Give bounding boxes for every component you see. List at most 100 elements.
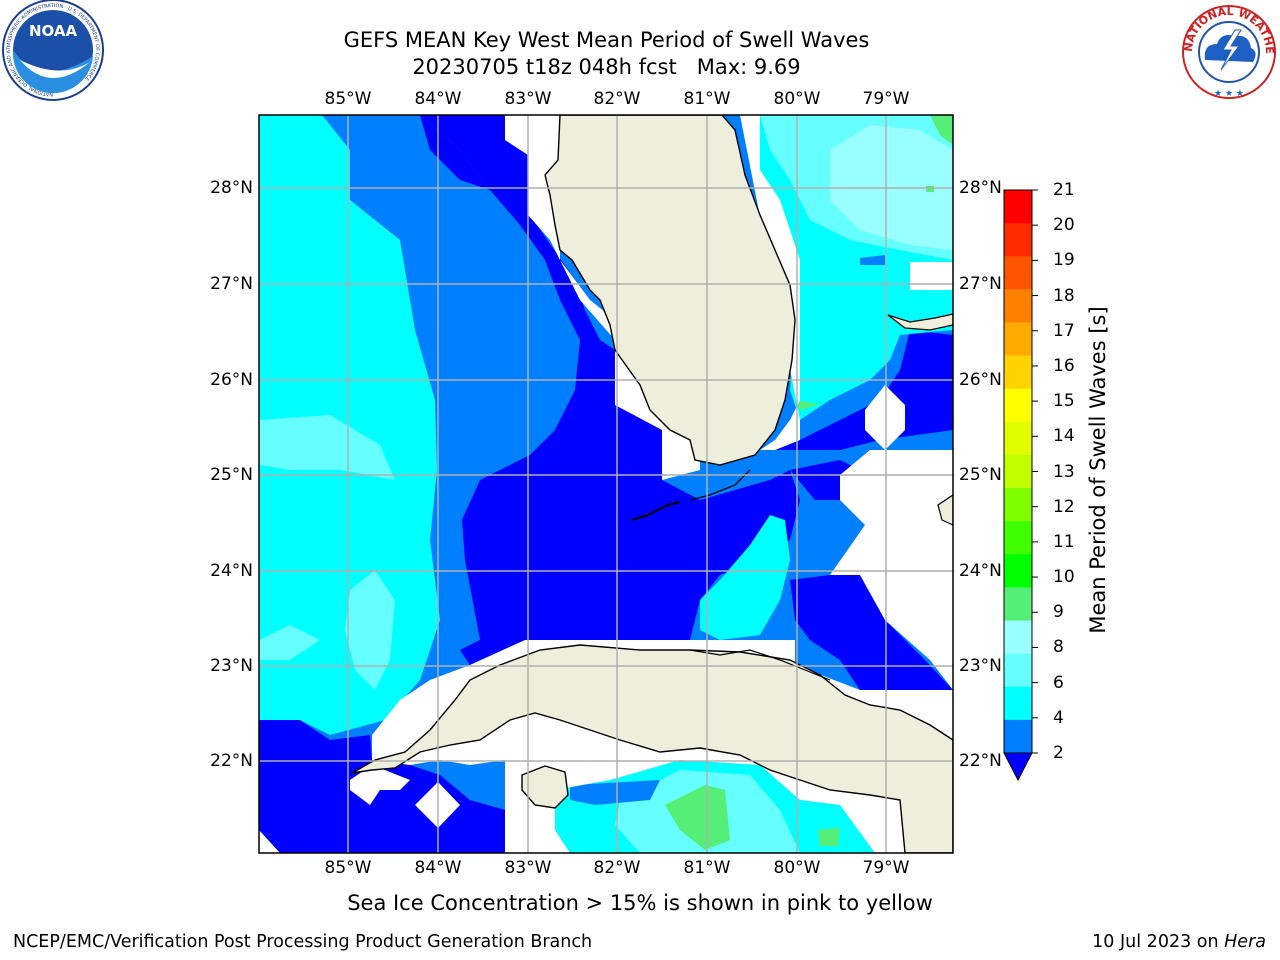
- lat-label-left: 26°N: [210, 370, 253, 390]
- map-frame: [258, 114, 954, 854]
- colorbar-segment: [1004, 653, 1032, 688]
- band-6-8-straits: [700, 515, 790, 640]
- mask-sw-corner: [259, 830, 280, 853]
- colorbar-segment: [1004, 719, 1032, 754]
- sea-ice-note: Sea Ice Concentration > 15% is shown in …: [347, 891, 933, 915]
- colorbar-tick-label: 13: [1053, 461, 1075, 482]
- land-andros: [937, 494, 953, 526]
- band-10-11-ne: [930, 115, 953, 145]
- colorbar-tick-label: 21: [1053, 180, 1075, 200]
- lat-label-left: 25°N: [210, 465, 253, 485]
- lon-label-top: 83°W: [504, 89, 552, 109]
- mask-bahamas-a: [865, 385, 905, 450]
- lat-label-right: 23°N: [959, 656, 1002, 676]
- colorbar-tick-label: 19: [1053, 250, 1075, 271]
- colorbar-tick-label: 12: [1053, 496, 1075, 517]
- colorbar-segment: [1004, 223, 1032, 257]
- florida-keys: [689, 469, 751, 501]
- lat-label-left: 27°N: [210, 274, 253, 294]
- lon-label-top: 82°W: [593, 89, 641, 109]
- lat-label-left: 23°N: [210, 656, 253, 676]
- noaa-logo-text: NOAA: [29, 22, 78, 40]
- chart-title: GEFS MEAN Key West Mean Period of Swell …: [343, 28, 870, 52]
- colorbar-tick-label: 16: [1053, 355, 1075, 376]
- lat-label-right: 25°N: [959, 465, 1002, 485]
- colorbar-segment: [1004, 488, 1032, 522]
- mask-bahamas-c: [830, 450, 953, 690]
- lon-label-bottom: 83°W: [504, 858, 552, 878]
- colorbar-label: Mean Period of Swell Waves [s]: [1086, 306, 1110, 634]
- colorbar-tick-label: 18: [1053, 285, 1075, 306]
- land-cuba: [351, 644, 953, 853]
- lon-label-top: 81°W: [683, 89, 731, 109]
- colorbar-tick-label: 17: [1053, 320, 1075, 341]
- colorbar-segment: [1004, 686, 1032, 721]
- cuba-cays: [689, 649, 831, 681]
- lat-label-right: 28°N: [959, 178, 1002, 198]
- dry-tortugas: [631, 501, 681, 521]
- map-gridlines: [259, 115, 953, 853]
- chart-subtitle: 20230705 t18z 048h fcst Max: 9.69: [412, 55, 801, 79]
- footer-date: 10 Jul 2023 on Hera: [1092, 932, 1266, 952]
- noaa-logo: NOAA NATIONAL OCEANIC AND ATMOSPHERIC AD…: [2, 0, 104, 101]
- colorbar-segment: [1004, 289, 1032, 323]
- lon-label-bottom: 79°W: [862, 858, 910, 878]
- lat-label-right: 26°N: [959, 370, 1002, 390]
- colorbar-tick-label: 11: [1053, 531, 1075, 552]
- colorbar-tick-label: 2: [1053, 743, 1064, 763]
- band-10-11-dot: [926, 186, 934, 192]
- colorbar-tick-label: 4: [1053, 707, 1064, 728]
- band-2-4-central: [420, 115, 800, 665]
- lat-label-left: 22°N: [210, 751, 253, 771]
- band-8-9-west-b: [345, 570, 395, 690]
- colorbar-segment: [1004, 620, 1032, 655]
- band-4-6-pocket: [860, 255, 885, 265]
- lat-label-left: 24°N: [210, 561, 253, 581]
- lon-label-bottom: 84°W: [414, 858, 462, 878]
- lon-label-bottom: 81°W: [683, 858, 731, 878]
- nws-stars: ★ ★ ★: [1214, 89, 1244, 99]
- colorbar-tick-label: 8: [1053, 637, 1064, 658]
- lon-label-top: 80°W: [773, 89, 821, 109]
- band-10-11-south-b: [818, 828, 840, 846]
- colorbar-tick-label: 6: [1053, 672, 1064, 693]
- lon-label-bottom: 85°W: [324, 858, 372, 878]
- band-6-8-west: [259, 115, 440, 735]
- colorbar-tick-label: 20: [1053, 215, 1075, 236]
- lon-label-bottom: 80°W: [773, 858, 821, 878]
- lon-label-top: 85°W: [324, 89, 372, 109]
- lat-label-right: 22°N: [959, 751, 1002, 771]
- colorbar-segment: [1004, 322, 1032, 357]
- colorbar-segment: [1004, 587, 1032, 622]
- band-10-11-straits: [795, 400, 820, 410]
- colorbar-tick-label: 9: [1053, 602, 1064, 623]
- colorbar-tick-label: 10: [1053, 567, 1075, 588]
- lon-label-top: 84°W: [414, 89, 462, 109]
- nws-logo: NATIONAL WEATHER SERVICE ★ ★ ★: [1177, 0, 1276, 99]
- band-10-11-south: [665, 785, 730, 850]
- lat-label-right: 27°N: [959, 274, 1002, 294]
- band-8-9-west-a: [259, 415, 395, 480]
- land-isla-juventud: [521, 765, 569, 809]
- land-grand-bahama: [887, 313, 953, 331]
- mask-florida-west: [528, 115, 700, 480]
- colorbar-segment: [1004, 256, 1032, 290]
- colorbar-tick-label: 14: [1053, 426, 1075, 447]
- colorbar-segment: [1004, 521, 1032, 555]
- lon-label-bottom: 82°W: [593, 858, 641, 878]
- swell-period-field: [259, 115, 953, 853]
- footer-credit: NCEP/EMC/Verification Post Processing Pr…: [13, 932, 593, 952]
- mask-nw: [505, 115, 528, 155]
- colorbar-tick-label: 15: [1053, 391, 1075, 412]
- land-florida: [544, 115, 796, 466]
- footer-host: Hera: [1224, 932, 1266, 952]
- colorbar-segment: [1004, 421, 1032, 456]
- colorbar-segment: [1004, 454, 1032, 489]
- band-2-4-gulfstream: [775, 330, 953, 450]
- mask-cuba-west: [350, 765, 410, 805]
- colorbar: [1003, 189, 1038, 782]
- colorbar-segment: [1004, 554, 1032, 588]
- colorbar-segment: [1004, 388, 1032, 423]
- colorbar-segment: [1004, 190, 1032, 224]
